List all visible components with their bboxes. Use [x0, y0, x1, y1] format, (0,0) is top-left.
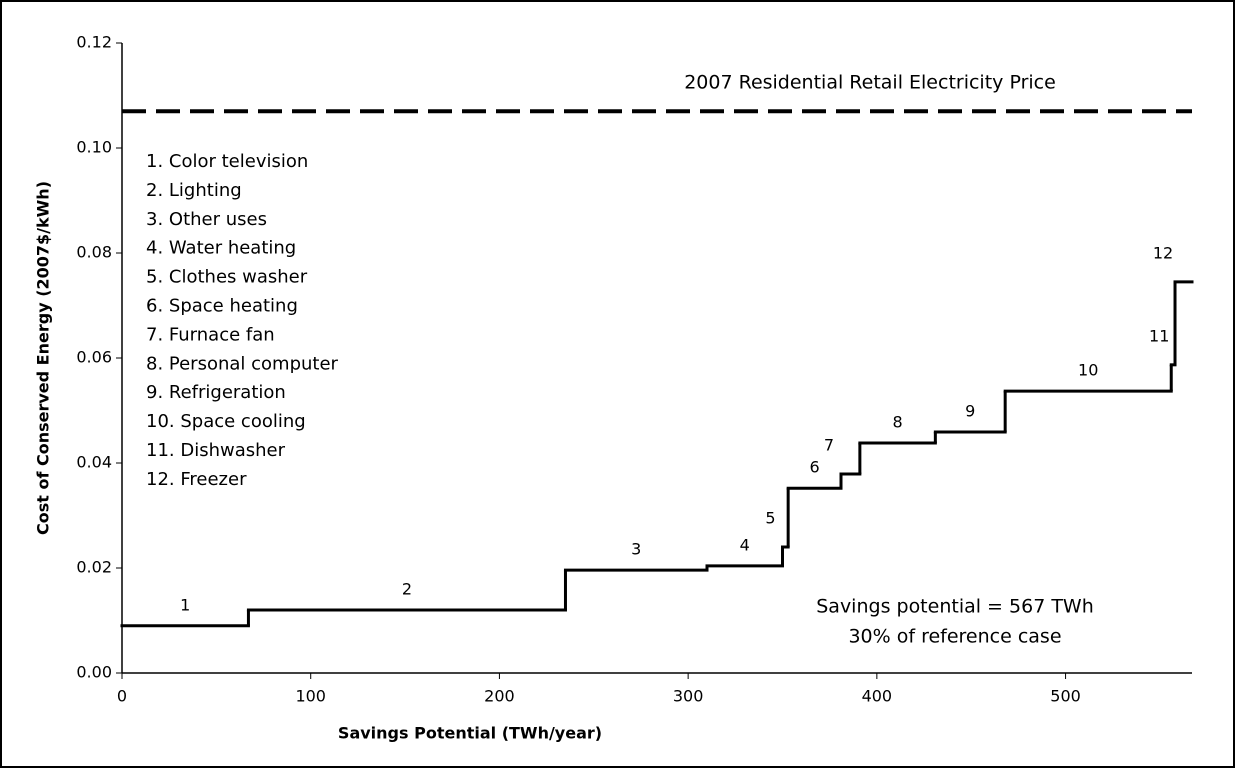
x-tick-label: 500	[1050, 687, 1081, 706]
legend-item: 2. Lighting	[146, 180, 242, 201]
y-tick-label: 0.06	[76, 348, 112, 367]
legend-item: 3. Other uses	[146, 209, 267, 230]
step-label: 3	[631, 540, 641, 559]
y-tick-label: 0.02	[76, 558, 112, 577]
x-tick-label: 200	[484, 687, 515, 706]
legend-item: 1. Color television	[146, 151, 308, 172]
step-label: 12	[1153, 243, 1173, 262]
y-tick-label: 0.00	[76, 663, 112, 682]
step-label: 2	[402, 580, 412, 599]
y-tick-label: 0.08	[76, 243, 112, 262]
reference-label: 2007 Residential Retail Electricity Pric…	[684, 72, 1056, 94]
x-axis-title: Savings Potential (TWh/year)	[338, 724, 602, 743]
step-label: 8	[893, 413, 903, 432]
legend-item: 6. Space heating	[146, 296, 298, 317]
step-label: 7	[824, 436, 834, 455]
step-label: 1	[180, 595, 190, 614]
step-label: 5	[765, 509, 775, 528]
x-tick-label: 400	[862, 687, 893, 706]
step-label: 10	[1078, 361, 1098, 380]
y-tick-label: 0.04	[76, 453, 112, 472]
annotation: Savings potential = 567 TWh	[816, 596, 1094, 618]
y-axis-title: Cost of Conserved Energy (2007$/kWh)	[34, 181, 53, 535]
legend-item: 7. Furnace fan	[146, 324, 275, 345]
legend-item: 4. Water heating	[146, 238, 296, 259]
x-tick-label: 0	[117, 687, 127, 706]
legend-item: 10. Space cooling	[146, 411, 306, 432]
legend-item: 11. Dishwasher	[146, 440, 286, 461]
step-label: 4	[740, 535, 750, 554]
y-tick-label: 0.12	[76, 33, 112, 52]
step-label: 9	[965, 402, 975, 421]
legend-item: 9. Refrigeration	[146, 382, 286, 403]
x-tick-label: 100	[295, 687, 326, 706]
legend-item: 12. Freezer	[146, 469, 247, 490]
y-tick-label: 0.10	[76, 138, 112, 157]
x-tick-label: 300	[673, 687, 704, 706]
step-label: 11	[1149, 326, 1169, 345]
legend-item: 8. Personal computer	[146, 353, 339, 374]
step-label: 6	[809, 458, 819, 477]
annotation: 30% of reference case	[848, 626, 1061, 648]
legend-item: 5. Clothes washer	[146, 267, 308, 288]
